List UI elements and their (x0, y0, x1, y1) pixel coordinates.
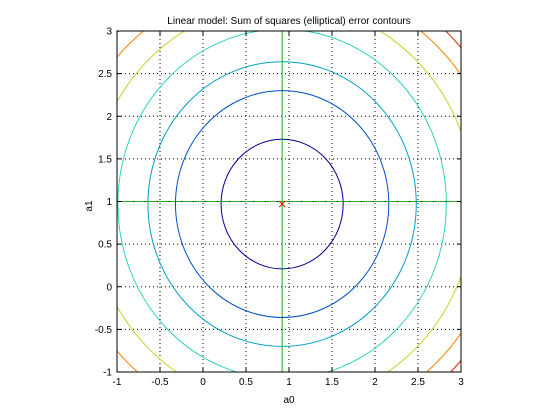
y-tick-label: 1 (106, 197, 112, 208)
x-tick-label: 0.5 (239, 377, 253, 388)
minimum-marker (278, 200, 286, 208)
x-axis-label: a0 (283, 395, 295, 406)
x-tick-label: -0.5 (151, 377, 169, 388)
y-tick-label: 2 (106, 112, 112, 123)
contour-line-4 (117, 31, 447, 372)
minimum-marker-stroke-b (278, 200, 286, 208)
x-tick-label: 1.5 (325, 377, 339, 388)
y-tick-label: 0.5 (98, 240, 112, 251)
y-tick-label: 0 (106, 282, 112, 293)
crosshair-lines (117, 31, 461, 372)
y-tick-label: 1.5 (98, 154, 112, 165)
y-tick-labels: -1 -0.5 0 0.5 1 1.5 2 2.5 3 (95, 27, 113, 379)
x-tick-label: -1 (113, 377, 122, 388)
x-tick-labels: -1 -0.5 0 0.5 1 1.5 2 2.5 3 (113, 377, 465, 388)
x-tick-label: 0 (200, 377, 206, 388)
x-tick-label: 3 (458, 377, 464, 388)
y-tick-label: 3 (106, 27, 112, 38)
axis-ticks (116, 30, 462, 373)
chart-title: Linear model: Sum of squares (elliptical… (167, 16, 410, 27)
y-tick-label: -1 (103, 368, 112, 379)
x-tick-label: 2 (372, 377, 378, 388)
y-tick-label: -0.5 (95, 325, 113, 336)
x-tick-label: 2.5 (411, 377, 425, 388)
y-tick-label: 2.5 (98, 69, 112, 80)
x-tick-label: 1 (286, 377, 292, 388)
y-axis-label: a1 (84, 200, 95, 212)
